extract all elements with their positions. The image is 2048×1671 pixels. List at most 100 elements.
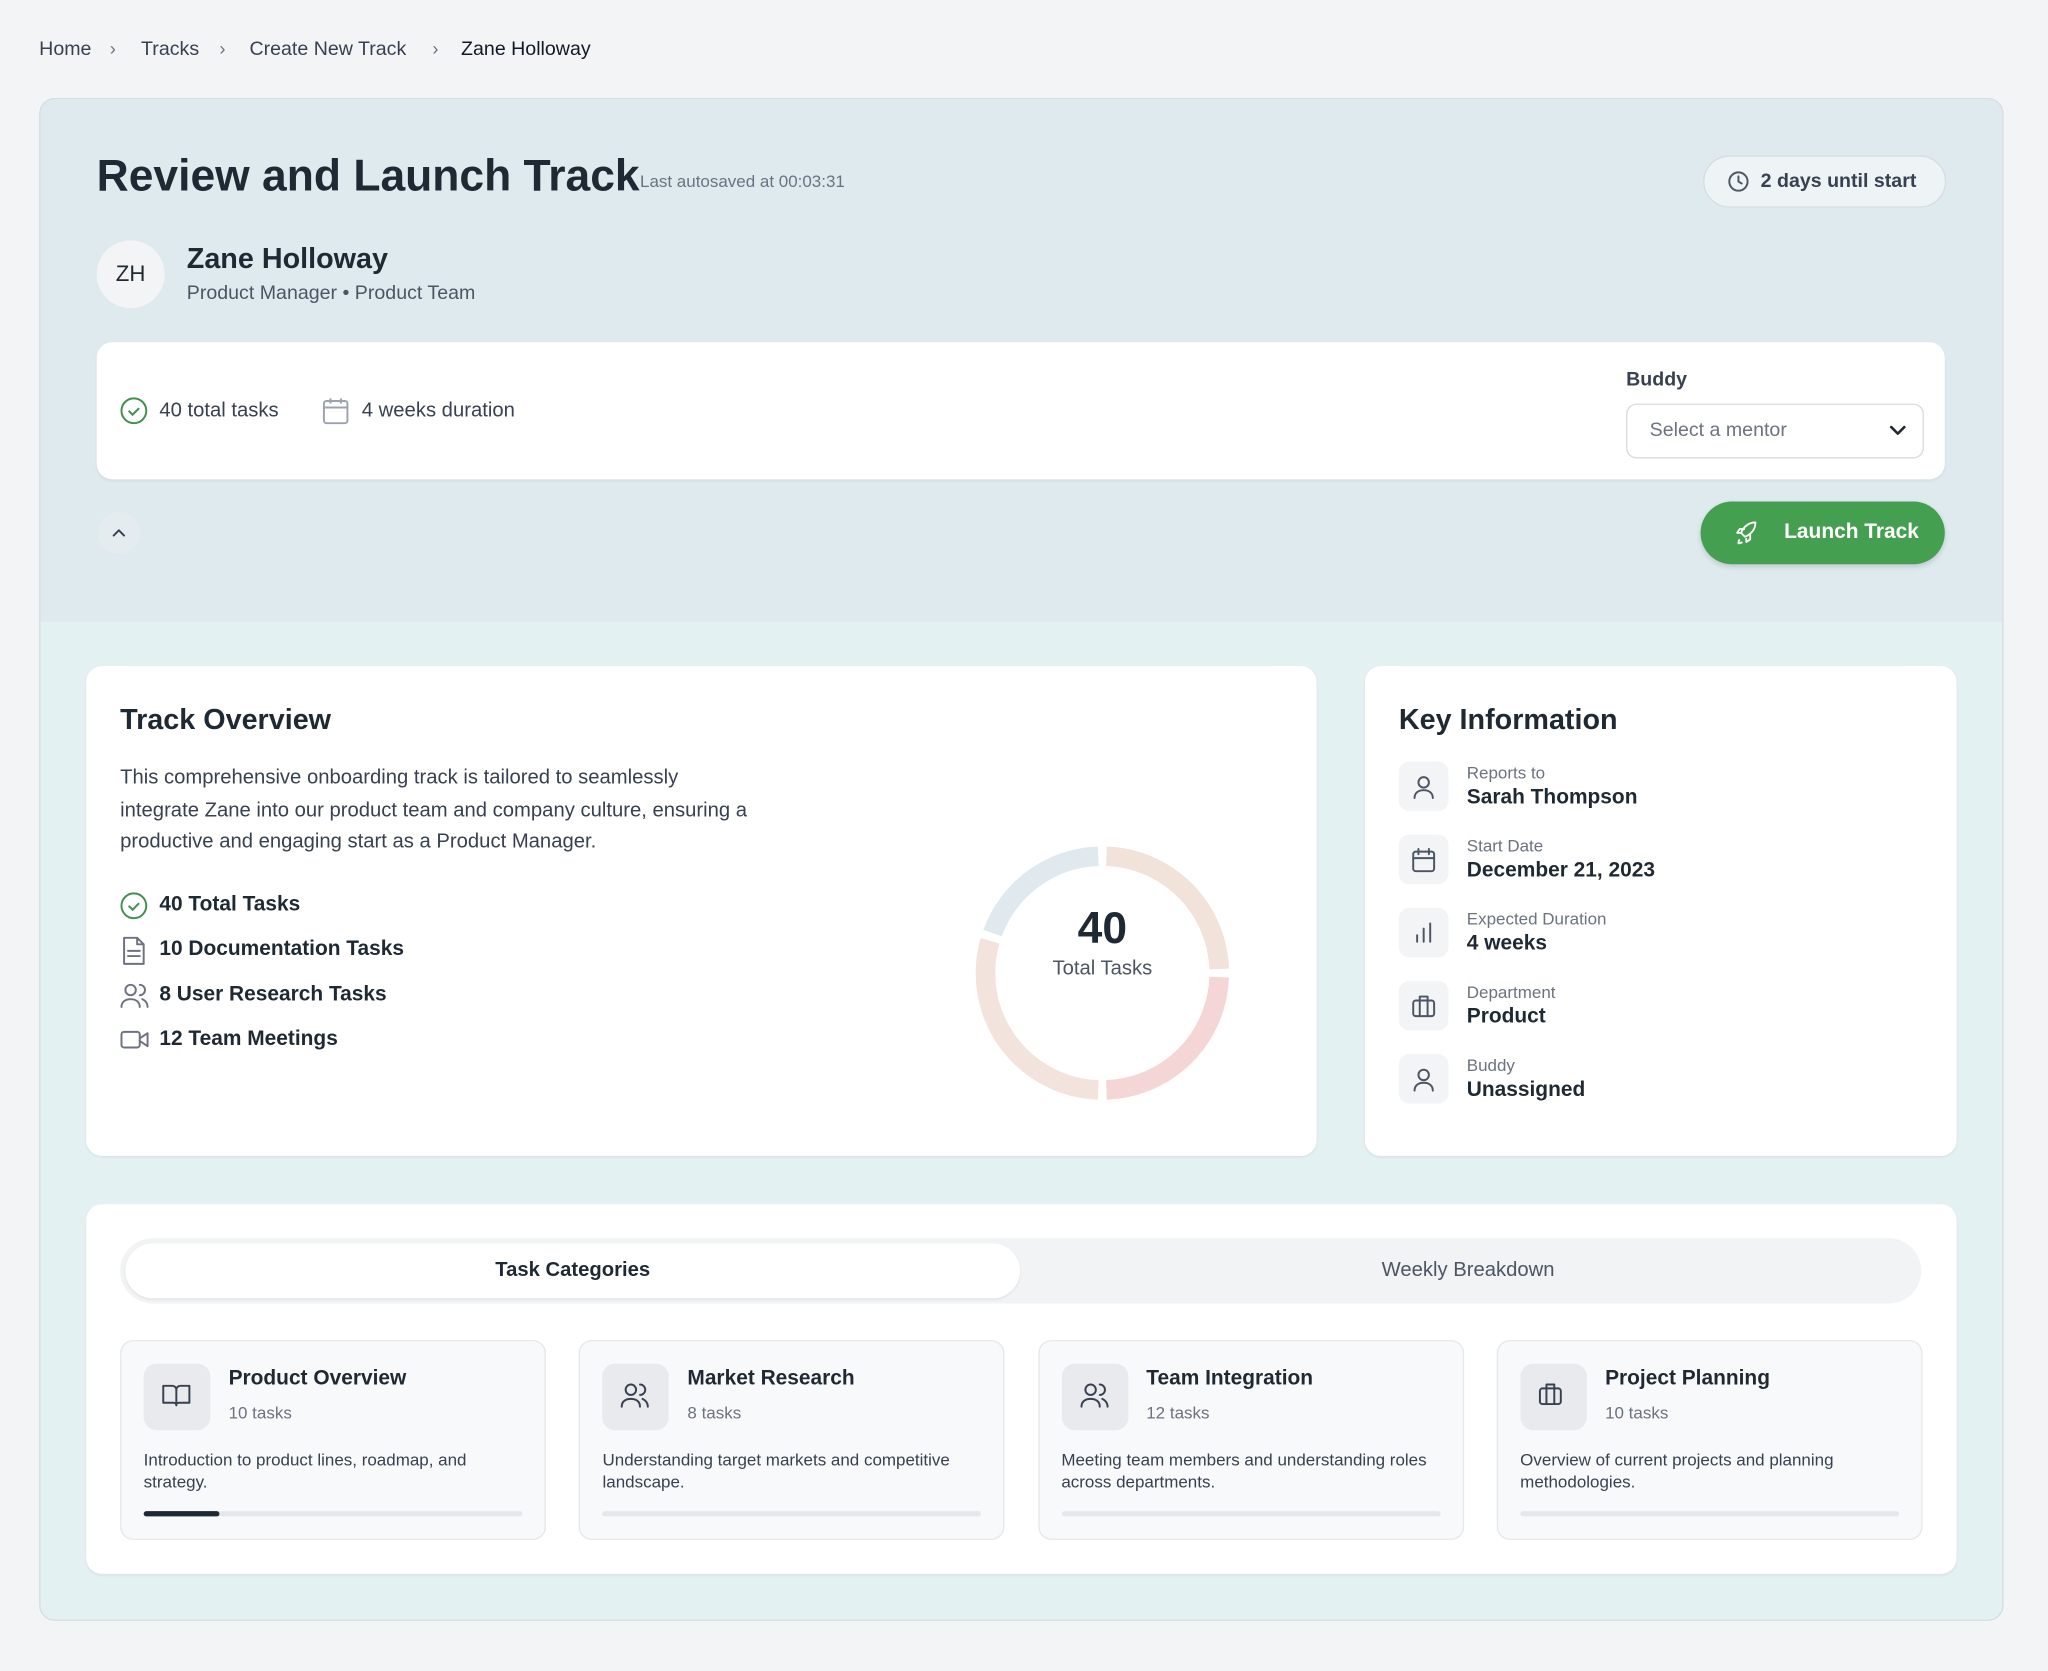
breadcrumb-current: Zane Holloway bbox=[461, 37, 591, 61]
stat: 10 Documentation Tasks bbox=[159, 937, 404, 960]
avatar: ZH bbox=[96, 240, 165, 309]
info-icon-box bbox=[1398, 834, 1449, 885]
category-icon-box bbox=[602, 1363, 670, 1431]
info-value: Unassigned bbox=[1466, 1078, 1586, 1102]
progress-track bbox=[143, 1511, 523, 1517]
info-label: Expected Duration bbox=[1466, 909, 1607, 929]
tab[interactable]: Weekly Breakdown bbox=[1381, 1259, 1555, 1282]
chevron-down bbox=[1889, 425, 1906, 435]
breadcrumb-separator: › bbox=[432, 37, 439, 59]
breadcrumb-link[interactable]: Create New Track bbox=[249, 37, 407, 61]
overview-title: Track Overview bbox=[120, 702, 332, 736]
collapse-button[interactable] bbox=[97, 511, 140, 554]
donut-chart: 40 Total Tasks bbox=[975, 846, 1229, 1100]
breadcrumb-link[interactable]: Home bbox=[39, 37, 92, 61]
info-icon bbox=[1416, 922, 1432, 943]
progress-track bbox=[1520, 1511, 1899, 1517]
info-value: 4 weeks bbox=[1466, 932, 1547, 955]
buddy-label: Buddy bbox=[1626, 368, 1688, 391]
check-icon bbox=[120, 892, 148, 920]
category-name: Team Integration bbox=[1146, 1367, 1314, 1390]
category-card: Market Research 8 tasks Understanding targ… bbox=[578, 1340, 1005, 1540]
key-info-card: Key Information Reports to Sarah Thompson… bbox=[1364, 666, 1957, 1156]
info-icon bbox=[1412, 995, 1436, 1018]
category-icon-box bbox=[143, 1363, 211, 1431]
category-tasks: 8 tasks bbox=[687, 1402, 742, 1423]
category-icon bbox=[1079, 1383, 1109, 1408]
category-card: Project Planning 10 tasks Overview of curr… bbox=[1496, 1340, 1923, 1540]
category-name: Market Research bbox=[687, 1367, 855, 1390]
donut-segment bbox=[975, 938, 1099, 1100]
info-icon-box bbox=[1398, 1054, 1449, 1104]
categories-card: Task Categories Weekly Breakdown Product… bbox=[86, 1204, 1957, 1574]
overview-card: Track Overview This comprehensive onboar… bbox=[86, 666, 1317, 1156]
info-label: Department bbox=[1466, 982, 1556, 1002]
rocket-icon bbox=[1736, 521, 1757, 545]
calendar-icon bbox=[322, 398, 349, 425]
donut-total: 40 bbox=[1078, 904, 1127, 953]
tab-bar: Task Categories Weekly Breakdown bbox=[120, 1238, 1922, 1304]
buddy-select[interactable]: Select a mentor bbox=[1626, 403, 1924, 459]
donut-segment bbox=[1105, 976, 1229, 1100]
breadcrumb-link[interactable]: Tracks bbox=[141, 37, 200, 61]
progress-track bbox=[602, 1511, 982, 1517]
category-card: Team Integration 12 tasks Meeting team mem… bbox=[1037, 1340, 1464, 1540]
video-icon bbox=[120, 1030, 149, 1049]
stat: 40 Total Tasks bbox=[159, 893, 301, 916]
info-value: Product bbox=[1466, 1005, 1546, 1028]
info-label: Reports to bbox=[1466, 762, 1546, 783]
progress-fill bbox=[143, 1511, 220, 1517]
info-icon-box bbox=[1398, 907, 1449, 958]
info-icon bbox=[1412, 847, 1436, 873]
category-tasks: 12 tasks bbox=[1146, 1402, 1210, 1423]
info-value: Sarah Thompson bbox=[1466, 786, 1638, 809]
category-icon bbox=[621, 1383, 650, 1408]
donut-segment bbox=[1105, 846, 1229, 970]
countdown-pill: 2 days until start bbox=[1703, 155, 1947, 208]
info-label: Start Date bbox=[1466, 835, 1544, 856]
info-icon bbox=[1413, 1068, 1434, 1092]
category-tasks: 10 tasks bbox=[1605, 1402, 1669, 1423]
category-name: Product Overview bbox=[228, 1367, 407, 1390]
launch-button[interactable]: Launch Track bbox=[1700, 501, 1945, 565]
stat: 12 Team Meetings bbox=[159, 1027, 338, 1051]
stat: 8 User Research Tasks bbox=[159, 983, 387, 1006]
header-section: Review and Launch Track Last autosaved a… bbox=[40, 99, 2003, 622]
info-icon-box bbox=[1398, 761, 1449, 812]
duration: 4 weeks duration bbox=[361, 399, 515, 422]
launch-text: Launch Track bbox=[1784, 521, 1919, 544]
tab-active[interactable]: Task Categories bbox=[125, 1243, 1021, 1299]
category-icon-box bbox=[1520, 1363, 1587, 1431]
donut-label: Total Tasks bbox=[1053, 957, 1153, 979]
key-info-title: Key Information bbox=[1398, 702, 1618, 736]
progress-track bbox=[1061, 1511, 1441, 1517]
info-value: December 21, 2023 bbox=[1466, 859, 1655, 882]
check-icon bbox=[120, 397, 148, 425]
employee-name: Zane Holloway bbox=[186, 241, 388, 275]
info-icon-box bbox=[1398, 980, 1449, 1031]
breadcrumb-separator: › bbox=[109, 37, 116, 59]
employee-role: Product Manager • Product Team bbox=[186, 282, 476, 305]
countdown-text: 2 days until start bbox=[1760, 169, 1917, 192]
category-tasks: 10 tasks bbox=[228, 1402, 292, 1423]
category-icon bbox=[1538, 1383, 1562, 1406]
page-title: Review and Launch Track bbox=[96, 151, 640, 202]
category-name: Project Planning bbox=[1605, 1367, 1770, 1390]
buddy-placeholder: Select a mentor bbox=[1649, 419, 1787, 442]
category-description: Overview of current projects and plannin… bbox=[1520, 1449, 1834, 1492]
clock-icon bbox=[1728, 171, 1749, 192]
info-label: Buddy bbox=[1466, 1055, 1515, 1075]
category-card: Product Overview 10 tasks Introduction to … bbox=[120, 1340, 546, 1540]
info-icon bbox=[1413, 776, 1434, 800]
document-icon bbox=[123, 936, 145, 965]
donut-segment bbox=[983, 846, 1099, 937]
category-icon bbox=[162, 1384, 191, 1407]
chevron-up bbox=[112, 529, 126, 537]
overview-description: This comprehensive onboarding track is t… bbox=[120, 766, 748, 853]
category-icon-box bbox=[1061, 1363, 1128, 1431]
breadcrumb-separator: › bbox=[219, 37, 226, 59]
autosave-note: Last autosaved at 00:03:31 bbox=[639, 171, 845, 191]
category-description: Meeting team members and understanding r… bbox=[1061, 1449, 1427, 1492]
